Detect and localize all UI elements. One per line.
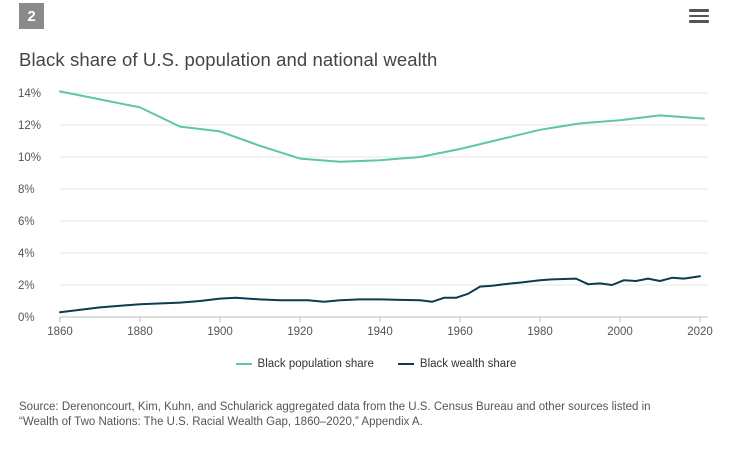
x-tick-label: 2020 [687, 326, 713, 338]
figure-number-badge: 2 [19, 3, 44, 29]
x-tick-label: 1980 [527, 326, 553, 338]
line-chart: 0% 2% 4% 6% 8% 10% 12% 14% 1860 1880 1900 1920 1940… [18, 88, 713, 338]
x-tick-label: 1900 [207, 326, 233, 338]
series-line-population[interactable] [59, 90, 705, 163]
hamburger-menu-icon[interactable] [689, 9, 709, 25]
x-tick-label: 1920 [287, 326, 313, 338]
y-tick-label: 14% [18, 88, 41, 100]
y-tick-label: 0% [18, 312, 35, 324]
legend-label-population: Black population share [257, 358, 374, 370]
x-tick-label: 1860 [47, 326, 73, 338]
x-axis-ticks: 1860 1880 1900 1920 1940 1960 1980 2000 2020 [47, 317, 713, 338]
y-tick-label: 10% [18, 152, 41, 164]
y-tick-label: 4% [18, 248, 35, 260]
y-axis-ticks: 0% 2% 4% 6% 8% 10% 12% 14% [18, 88, 41, 324]
series-lines [59, 90, 705, 314]
y-tick-label: 12% [18, 120, 41, 132]
legend-item-wealth[interactable]: Black wealth share [397, 358, 517, 370]
legend-label-wealth: Black wealth share [419, 358, 517, 370]
x-tick-label: 1960 [447, 326, 473, 338]
y-tick-label: 6% [18, 216, 35, 228]
x-tick-label: 1940 [367, 326, 393, 338]
chart-title: Black share of U.S. population and natio… [19, 49, 438, 71]
grid-lines [60, 92, 708, 318]
y-tick-label: 8% [18, 184, 35, 196]
x-tick-label: 2000 [607, 326, 633, 338]
x-tick-label: 1880 [127, 326, 153, 338]
series-line-wealth[interactable] [59, 275, 701, 314]
source-line-2: “Wealth of Two Nations: The U.S. Racial … [19, 416, 423, 428]
y-tick-label: 2% [18, 280, 35, 292]
legend-swatch-population [235, 362, 252, 366]
source-line-1: Source: Derenoncourt, Kim, Kuhn, and Sch… [19, 401, 651, 413]
legend-swatch-wealth [397, 362, 414, 366]
chart-legend: Black population share Black wealth shar… [0, 358, 752, 370]
source-note: Source: Derenoncourt, Kim, Kuhn, and Sch… [19, 400, 729, 430]
legend-item-population[interactable]: Black population share [235, 358, 374, 370]
